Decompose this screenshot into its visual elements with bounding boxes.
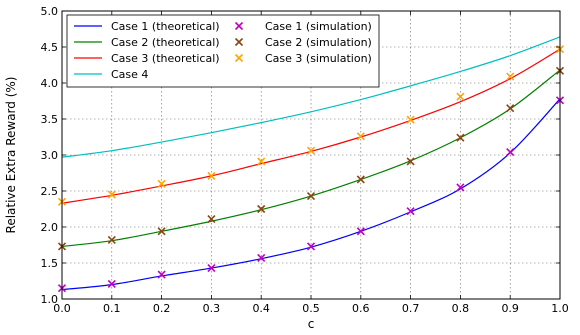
marker-point-case-3-simulation <box>406 115 415 124</box>
y-tick-label: 5.0 <box>41 5 59 18</box>
x-tick-label: 0.6 <box>352 302 370 315</box>
y-tick-label: 4.5 <box>41 41 59 54</box>
marker-point-case-3-simulation <box>456 92 465 101</box>
x-tick-label: 0.4 <box>252 302 270 315</box>
marker-point-case-1-simulation <box>406 207 415 216</box>
y-tick-labels: 1.0 1.5 2.0 2.5 3.0 3.5 4.0 4.5 5.0 <box>41 5 59 306</box>
marker-point-case-1-simulation <box>107 279 116 288</box>
x-tick-label: 0.7 <box>402 302 420 315</box>
marker-point-case-3-simulation <box>207 171 216 180</box>
legend-label-case-2-simulation: Case 2 (simulation) <box>265 36 372 49</box>
legend-swatch-case-2-simulation <box>234 37 244 47</box>
legend-label-case-3-simulation: Case 3 (simulation) <box>265 52 372 65</box>
marker-point-case-2-simulation <box>257 204 266 214</box>
legend-swatch-case-1-simulation <box>234 21 244 31</box>
legend-label-case-4: Case 4 <box>111 68 148 81</box>
x-tick-label: 0.0 <box>53 302 71 315</box>
marker-point-case-2-simulation <box>306 191 316 201</box>
legend-label-case-2-theoretical: Case 2 (theoretical) <box>111 36 220 49</box>
marker-point-case-3-simulation <box>157 179 166 188</box>
marker-point-case-2-simulation <box>406 157 415 166</box>
legend-label-case-1-simulation: Case 1 (simulation) <box>265 20 372 33</box>
marker-point-case-3-simulation <box>107 190 116 199</box>
x-tick-labels: 0.0 0.1 0.2 0.3 0.4 0.5 0.6 0.7 0.8 0.9 1.0 <box>53 302 569 315</box>
x-tick-label: 0.1 <box>103 302 121 315</box>
marker-point-case-1-simulation <box>456 183 465 192</box>
marker-point-case-1-simulation <box>306 242 316 251</box>
y-tick-label: 1.0 <box>41 293 59 306</box>
legend: Case 1 (theoretical) Case 2 (theoretical)… <box>66 14 380 88</box>
marker-point-case-3-simulation <box>306 146 316 155</box>
y-tick-label: 2.5 <box>41 185 59 198</box>
x-tick-label: 0.8 <box>452 302 470 315</box>
x-tick-label: 1.0 <box>551 302 569 315</box>
marker-point-case-2-simulation <box>356 175 365 184</box>
y-tick-label: 2.0 <box>41 221 59 234</box>
marker-point-case-1-simulation <box>356 227 365 236</box>
marker-point-case-2-simulation <box>207 215 216 224</box>
marker-point-case-2-simulation <box>157 227 166 236</box>
marker-point-case-1-simulation <box>157 270 166 279</box>
marker-point-case-1-simulation <box>506 148 515 157</box>
marker-point-case-3-simulation <box>356 132 365 141</box>
y-tick-label: 1.5 <box>41 257 59 270</box>
axis-ticks <box>61 10 561 300</box>
y-tick-label: 3.5 <box>41 113 59 126</box>
x-tick-label: 0.2 <box>153 302 171 315</box>
x-axis-label: c <box>308 317 315 331</box>
legend-label-case-3-theoretical: Case 3 (theoretical) <box>111 52 220 65</box>
marker-point-case-2-simulation <box>506 104 515 113</box>
y-tick-label: 3.0 <box>41 149 59 162</box>
marker-point-case-2-simulation <box>107 235 116 245</box>
y-axis-label: Relative Extra Reward (%) <box>4 77 18 234</box>
series-line-case-4 <box>61 36 561 158</box>
legend-label-case-1-theoretical: Case 1 (theoretical) <box>111 20 220 33</box>
marker-point-case-1-simulation <box>207 263 216 273</box>
marker-point-case-3-simulation <box>506 72 515 81</box>
x-tick-label: 0.3 <box>203 302 221 315</box>
marker-point-case-1-simulation <box>257 253 266 263</box>
legend-box <box>66 14 380 88</box>
marker-point-case-3-simulation <box>257 157 266 166</box>
legend-swatch-case-3-simulation <box>234 53 244 63</box>
y-tick-label: 4.0 <box>41 77 59 90</box>
x-tick-label: 0.9 <box>501 302 519 315</box>
x-tick-label: 0.5 <box>302 302 320 315</box>
marker-point-case-2-simulation <box>456 133 465 142</box>
